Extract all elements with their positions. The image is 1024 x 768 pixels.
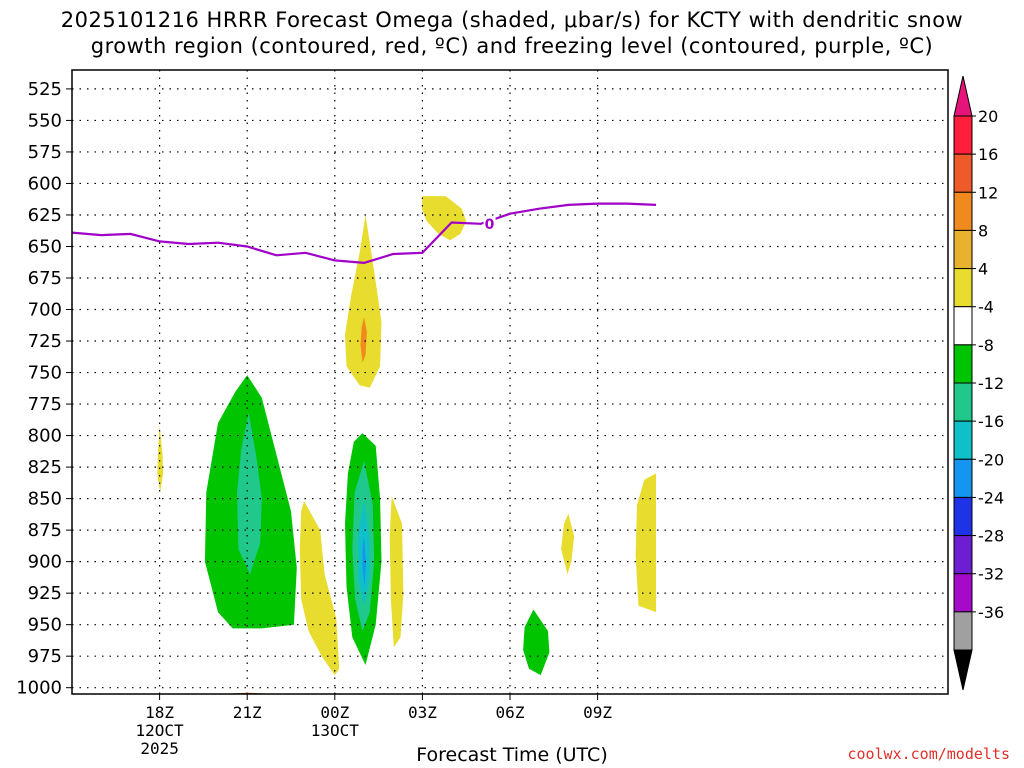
x-tick-label-3-0: 21Z <box>233 703 262 722</box>
colorbar-label-3: 8 <box>978 221 988 240</box>
colorbar-segment-13 <box>953 611 973 651</box>
freezing-level-label: 0 <box>485 217 495 233</box>
colorbar-segment-9 <box>953 458 973 498</box>
y-tick-label-600: 600 <box>28 173 62 194</box>
colorbar-segment-0 <box>953 115 973 155</box>
y-tick-label-650: 650 <box>28 236 62 257</box>
x-tick-label-0-1: 12OCT <box>136 721 185 740</box>
colorbar-label-6: -8 <box>978 336 994 355</box>
y-tick-label-975: 975 <box>28 646 62 667</box>
colorbar-segment-3 <box>953 229 973 270</box>
colorbar-label-9: -20 <box>978 450 1004 469</box>
freezing-level-line <box>72 202 657 265</box>
y-tick-label-525: 525 <box>28 79 62 100</box>
colorbar-segment-1 <box>953 153 973 193</box>
x-tick-label-6-1: 13OCT <box>311 721 360 740</box>
colorbar-label-10: -24 <box>978 488 1004 507</box>
plot-area: 0 <box>72 70 948 694</box>
colorbar-label-2: 12 <box>978 183 998 202</box>
x-tick-label-0-0: 18Z <box>145 703 174 722</box>
y-tick-label-875: 875 <box>28 520 62 541</box>
colorbar-label-0: 20 <box>978 107 998 126</box>
colorbar-label-7: -12 <box>978 374 1004 393</box>
y-tick-label-800: 800 <box>28 426 62 447</box>
y-tick-label-550: 550 <box>28 110 62 131</box>
y-tick-label-850: 850 <box>28 489 62 510</box>
omega-region-14 <box>635 473 656 613</box>
y-tick-label-775: 775 <box>28 394 62 415</box>
colorbar-segment-5 <box>953 306 973 346</box>
colorbar-label-12: -32 <box>978 565 1004 584</box>
colorbar-segment-4 <box>953 268 973 308</box>
y-tick-label-625: 625 <box>28 205 62 226</box>
omega-region-10 <box>389 496 404 648</box>
omega-region-11 <box>421 196 467 241</box>
x-tick-label-6-0: 00Z <box>320 703 349 722</box>
omega-region-5 <box>360 317 367 363</box>
omega-region-4 <box>345 215 382 388</box>
y-tick-label-950: 950 <box>28 615 62 636</box>
colorbar-label-13: -36 <box>978 603 1004 622</box>
omega-region-9 <box>362 536 366 587</box>
y-tick-label-825: 825 <box>28 457 62 478</box>
colorbar-segment-6 <box>953 344 973 384</box>
chart-title-line-1: 2025101216 HRRR Forecast Omega (shaded, … <box>60 8 964 32</box>
colorbar-label-11: -28 <box>978 527 1004 546</box>
y-tick-label-1000: 1000 <box>16 678 62 699</box>
omega-region-13 <box>561 513 575 575</box>
x-tick-label-15-0: 09Z <box>583 703 612 722</box>
colorbar-label-8: -16 <box>978 412 1004 431</box>
omega-region-12 <box>523 609 550 676</box>
colorbar-segment-10 <box>953 496 973 537</box>
colorbar-segment-7 <box>953 382 973 422</box>
y-tick-label-675: 675 <box>28 268 62 289</box>
y-tick-label-750: 750 <box>28 363 62 384</box>
colorbar: 20 16 12 8 4 -4 -8 -12 -16 -20 -24 -28 -32 -36 <box>953 75 1004 691</box>
y-tick-label-925: 925 <box>28 583 62 604</box>
omega-region-2 <box>237 412 262 575</box>
x-tick-label-12-0: 06Z <box>496 703 525 722</box>
colorbar-label-1: 16 <box>978 145 998 164</box>
x-tick-label-9-0: 03Z <box>408 703 437 722</box>
credit-link[interactable]: coolwx.com/modelts <box>847 745 1010 763</box>
x-tick-label-0-2: 2025 <box>140 739 179 758</box>
y-tick-label-575: 575 <box>28 142 62 163</box>
y-tick-label-700: 700 <box>28 300 62 321</box>
colorbar-segment-2 <box>953 191 973 231</box>
colorbar-bottom-arrow <box>953 649 973 691</box>
colorbar-top-arrow <box>953 75 973 117</box>
colorbar-segment-11 <box>953 535 973 575</box>
colorbar-segment-8 <box>953 420 973 460</box>
colorbar-segment-12 <box>953 573 973 613</box>
freezing-level-label-bg <box>483 215 496 232</box>
chart-title-line-2: growth region (contoured, red, ºC) and f… <box>90 34 934 58</box>
colorbar-label-5: -4 <box>978 298 994 317</box>
y-tick-label-900: 900 <box>28 552 62 573</box>
plot-frame <box>71 69 949 695</box>
omega-region-0 <box>157 425 164 493</box>
x-axis-label: Forecast Time (UTC) <box>416 744 608 766</box>
omega-region-3 <box>299 501 340 676</box>
colorbar-label-4: 4 <box>978 260 988 279</box>
y-tick-label-725: 725 <box>28 331 62 352</box>
